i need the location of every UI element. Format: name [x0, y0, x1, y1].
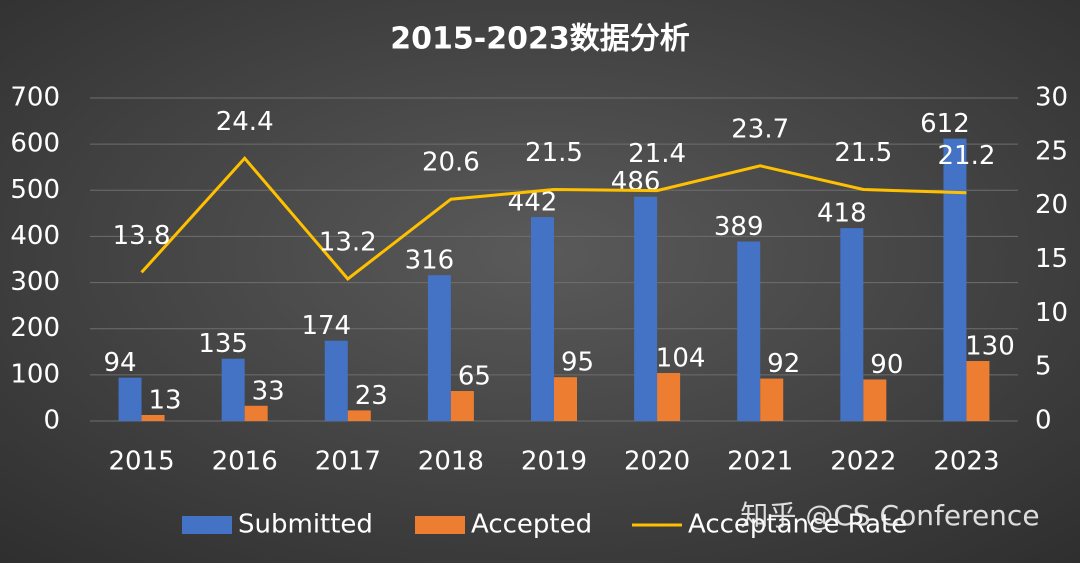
data-label: 612: [920, 109, 970, 139]
bar: [531, 217, 554, 421]
data-label: 13: [149, 386, 182, 416]
data-label: 33: [252, 376, 285, 406]
legend-label: Accepted: [471, 510, 592, 540]
line: [140, 156, 967, 281]
x-tick-label: 2016: [212, 447, 278, 477]
x-tick-label: 2022: [830, 447, 896, 477]
line-label: 21.5: [834, 138, 892, 168]
line-label: 23.7: [731, 114, 789, 144]
y-tick-label: 0: [43, 406, 60, 436]
bar: [427, 275, 451, 421]
x-tick-label: 2018: [418, 447, 484, 477]
bar: [347, 410, 371, 421]
y-tick-label: 400: [10, 221, 60, 251]
bar: [760, 378, 784, 421]
chart-title: 2015-2023数据分析: [390, 22, 689, 57]
bar: [118, 377, 142, 421]
data-label: 418: [817, 199, 867, 229]
data-label: 23: [355, 381, 388, 411]
line-label: 24.4: [216, 107, 274, 137]
x-tick-label: 2017: [315, 447, 381, 477]
line-label: 21.5: [525, 138, 583, 168]
line-label: 20.6: [422, 148, 480, 178]
y2-tick-label: 5: [1035, 352, 1052, 382]
y-tick-label: 600: [10, 129, 60, 159]
y-tick-label: 100: [10, 359, 60, 389]
data-label: 92: [767, 349, 800, 379]
bar: [737, 241, 761, 421]
x-tick-label: 2019: [521, 447, 587, 477]
data-label: 316: [405, 246, 455, 276]
data-label: 486: [611, 167, 661, 197]
data-label: 94: [104, 348, 137, 378]
data-label: 65: [458, 362, 491, 392]
bar: [450, 391, 474, 421]
y-tick-label: 700: [10, 83, 60, 113]
y2-tick-label: 30: [1035, 83, 1068, 113]
line-label: 13.2: [319, 227, 377, 257]
line-label: 13.8: [113, 221, 171, 251]
y2-tick-label: 10: [1035, 298, 1068, 328]
data-label: 130: [965, 332, 1015, 362]
x-tick-label: 2015: [108, 447, 174, 477]
bar: [554, 377, 577, 421]
x-tick-label: 2021: [727, 447, 793, 477]
y2-tick-label: 15: [1035, 244, 1068, 274]
y2-tick-label: 0: [1035, 406, 1052, 436]
line-label: 21.2: [937, 141, 995, 171]
x-tick-label: 2020: [624, 447, 690, 477]
data-label: 174: [301, 311, 351, 341]
data-label: 389: [714, 212, 764, 242]
bar: [657, 373, 681, 421]
bar: [863, 379, 887, 421]
y-tick-label: 300: [10, 267, 60, 297]
bar: [966, 361, 990, 421]
y2-tick-label: 20: [1035, 190, 1068, 220]
data-label: 90: [870, 350, 903, 380]
y2-tick-label: 25: [1035, 136, 1068, 166]
x-tick-label: 2023: [933, 447, 999, 477]
bar: [141, 415, 165, 421]
bar: [840, 228, 864, 421]
legend-swatch: [182, 516, 232, 534]
legend-label: Submitted: [238, 510, 373, 540]
data-label: 135: [198, 329, 248, 359]
bar: [943, 138, 967, 421]
legend-label: Acceptance Rate: [688, 510, 907, 540]
bar: [324, 340, 348, 421]
y-tick-label: 200: [10, 313, 60, 343]
data-label: 104: [656, 344, 706, 374]
bar: [244, 405, 268, 421]
data-label: 95: [561, 348, 594, 378]
bar: [221, 358, 245, 421]
line-label: 21.4: [628, 139, 686, 169]
bar: [634, 196, 658, 421]
watermark: 知乎 @CS Conference: [740, 499, 1039, 532]
legend-swatch: [415, 516, 465, 534]
y-tick-label: 500: [10, 175, 60, 205]
